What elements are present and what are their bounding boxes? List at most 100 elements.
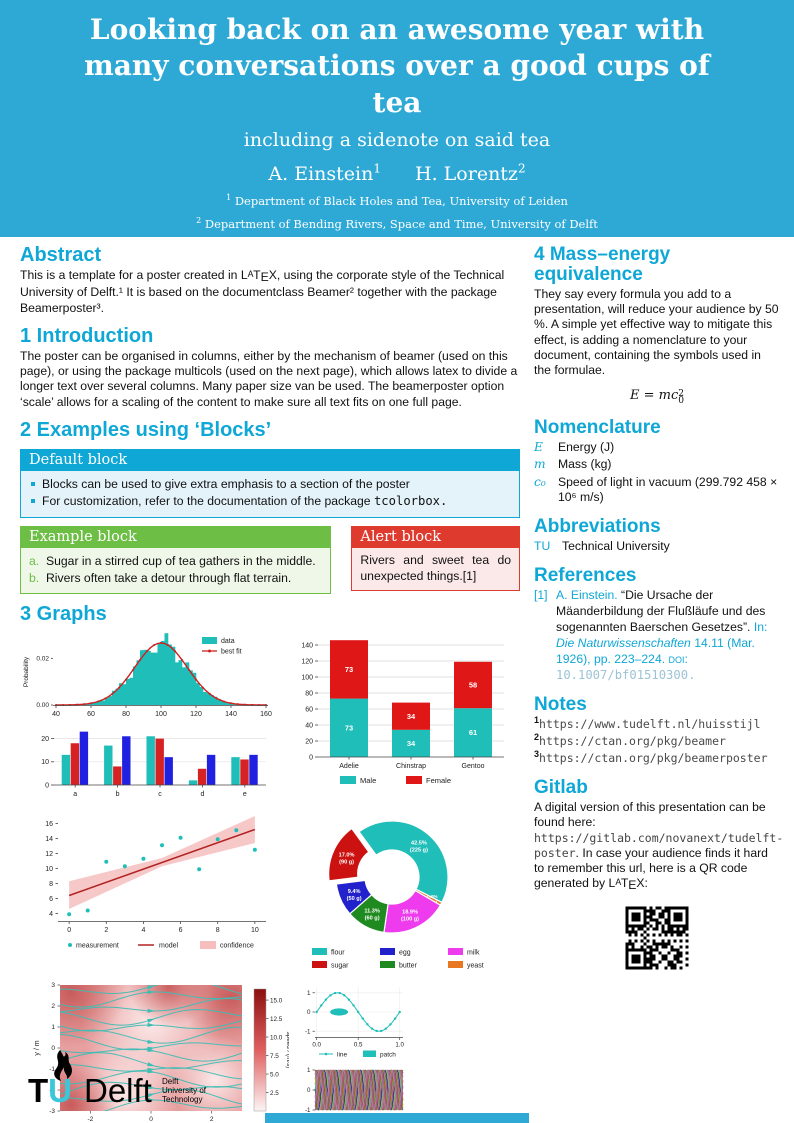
svg-text:160: 160 [260, 711, 272, 718]
svg-text:c: c [158, 791, 162, 798]
nomenclature-row: m Mass (kg) [534, 457, 612, 472]
gitlab-url[interactable]: https://gitlab.com/novanext/tudelft-post… [534, 830, 784, 860]
svg-text:4: 4 [49, 911, 53, 918]
svg-text:University of: University of [162, 1086, 207, 1095]
nomenclature-heading: Nomenclature [534, 417, 661, 439]
mass-energy-heading: 4 Mass–energy equivalence [534, 244, 671, 285]
svg-text:model: model [159, 943, 179, 950]
note-item: 1https://www.tudelft.nl/huisstijl [534, 715, 761, 732]
svg-text:1.0: 1.0 [395, 1042, 404, 1049]
svg-text:11.3%(60 g): 11.3% (60 g) [364, 909, 380, 922]
svg-text:0: 0 [309, 755, 313, 762]
alert-block-title: Alert block [352, 526, 519, 548]
default-block: Default block Blocks can be used to give… [20, 448, 520, 518]
svg-text:e: e [243, 791, 247, 798]
charts-area: 40 60 80 100 120 140 160 0.00 0.02 Probability dat… [20, 627, 520, 1123]
abbreviations-heading: Abbreviations [534, 516, 661, 538]
svg-text:best fit: best fit [221, 649, 242, 656]
left-column: Abstract This is a template for a poster… [20, 243, 520, 1123]
svg-text:10.0: 10.0 [270, 1035, 283, 1042]
svg-text:milk: milk [467, 950, 480, 957]
svg-text:sugar: sugar [331, 963, 349, 970]
svg-text:-1: -1 [305, 1108, 311, 1115]
grouped-bar-chart: 0 10 20 a b c d e [41, 732, 266, 798]
doi-link[interactable]: 10.1007/bf01510300. [556, 667, 696, 682]
alert-block: Alert block Rivers and sweet tea do unex… [351, 525, 520, 592]
svg-text:-1: -1 [305, 1029, 311, 1036]
example-alert-row: Example block a. Sugar in a stirred cup o… [20, 518, 520, 595]
abstract-text: This is a template for a poster created … [20, 268, 505, 315]
svg-text:58: 58 [469, 681, 477, 690]
svg-text:60: 60 [305, 707, 313, 714]
svg-text:Gentoo: Gentoo [462, 763, 485, 770]
svg-text:80: 80 [122, 711, 130, 718]
svg-text:40: 40 [305, 723, 313, 730]
authors-line: A. Einstein1 H. Lorentz2 [0, 163, 794, 185]
svg-text:yeast: yeast [467, 963, 484, 970]
svg-text:34: 34 [407, 739, 416, 748]
example-block: Example block a. Sugar in a stirred cup o… [20, 525, 332, 595]
streamplot-chart: -202-3-2-10123x / my / m2.55.07.510.012.… [34, 983, 289, 1123]
svg-text:5.0: 5.0 [270, 1072, 279, 1079]
svg-text:40: 40 [52, 711, 60, 718]
conference-line: Conference on Fabulous Presentations, 20… [203, 245, 591, 266]
mass-energy-formula: E = mc 2 0 [629, 388, 685, 407]
abbreviation-row: TU Technical University [534, 539, 670, 554]
svg-text:7.5: 7.5 [270, 1053, 279, 1060]
svg-text:0: 0 [45, 783, 49, 790]
svg-text:egg: egg [399, 950, 411, 957]
svg-text:Female: Female [426, 776, 451, 785]
multi-sine-chart: 0510-101 [305, 1068, 404, 1123]
svg-text:0: 0 [307, 1088, 311, 1095]
svg-text:TU: TU [28, 1072, 72, 1109]
svg-text:0.0: 0.0 [312, 1042, 321, 1049]
flame-icon [54, 1050, 72, 1081]
author: A. Einstein1 [268, 161, 381, 186]
svg-text:0: 0 [149, 1116, 153, 1123]
svg-text:61: 61 [469, 729, 477, 738]
abstract-heading: Abstract [20, 244, 102, 266]
svg-text:data: data [221, 638, 235, 645]
affiliation: 2 Department of Bending Rivers, Space an… [196, 216, 598, 232]
note-url[interactable]: https://ctan.org/pkg/beamerposter [539, 750, 768, 765]
svg-text:14: 14 [45, 836, 53, 843]
example-block-body: a. Sugar in a stirred cup of tea gathers … [21, 547, 331, 594]
sine-line-chart: 0.0 0.5 1.0 -1 0 1 line patch [305, 987, 404, 1059]
svg-text:Delft: Delft [84, 1072, 152, 1109]
svg-text:42.5%(225 g): 42.5% (225 g) [410, 841, 428, 854]
svg-text:confidence: confidence [220, 943, 254, 950]
svg-text:18.9%(100 g): 18.9% (100 g) [401, 910, 419, 923]
notes-heading: Notes [534, 694, 587, 716]
svg-text:-3: -3 [49, 1109, 55, 1116]
svg-text:flour: flour [331, 950, 345, 957]
note-url[interactable]: https://ctan.org/pkg/beamer [539, 733, 726, 748]
svg-text:10: 10 [45, 866, 53, 873]
svg-text:2: 2 [51, 1004, 55, 1011]
svg-text:100: 100 [301, 675, 313, 682]
svg-text:y / m: y / m [34, 1041, 41, 1056]
svg-text:3: 3 [51, 983, 55, 990]
svg-text:34: 34 [407, 712, 416, 721]
svg-text:0: 0 [67, 927, 71, 934]
note-item: 2https://ctan.org/pkg/beamer [534, 731, 726, 748]
svg-text:Technology: Technology [162, 1095, 202, 1104]
default-block-title: Default block [21, 449, 519, 471]
ingredients-donut-chart: 42.5%(225 g)0.9%(5 g)18.9%(100 g)11.3%(6… [312, 820, 484, 970]
svg-text:120: 120 [190, 711, 202, 718]
note-url[interactable]: https://www.tudelft.nl/huisstijl [539, 717, 761, 732]
nomenclature-row: E Energy (J) [534, 440, 615, 455]
svg-text:4: 4 [141, 927, 145, 934]
svg-text:0.00: 0.00 [36, 702, 49, 709]
penguin-stacked-bar-chart: 0 20 40 60 80 100 120 140 73 73 Adelie 34 34 Chinstra… [301, 640, 504, 785]
bullet-item: Blocks can be used to give extra emphasi… [29, 477, 511, 493]
tudelft-logo: TU Delft Delft University of Technology [26, 1048, 236, 1117]
tudelft-logo-svg: TU Delft Delft University of Technology [28, 1050, 207, 1109]
svg-text:17.0%(90 g): 17.0% (90 g) [339, 853, 355, 866]
affiliation: 1 Department of Black Holes and Tea, Uni… [226, 193, 568, 209]
svg-text:73: 73 [345, 724, 353, 733]
svg-text:1: 1 [307, 1068, 311, 1075]
svg-text:0: 0 [307, 1010, 311, 1017]
svg-text:6: 6 [49, 896, 53, 903]
svg-text:2: 2 [210, 1116, 214, 1123]
